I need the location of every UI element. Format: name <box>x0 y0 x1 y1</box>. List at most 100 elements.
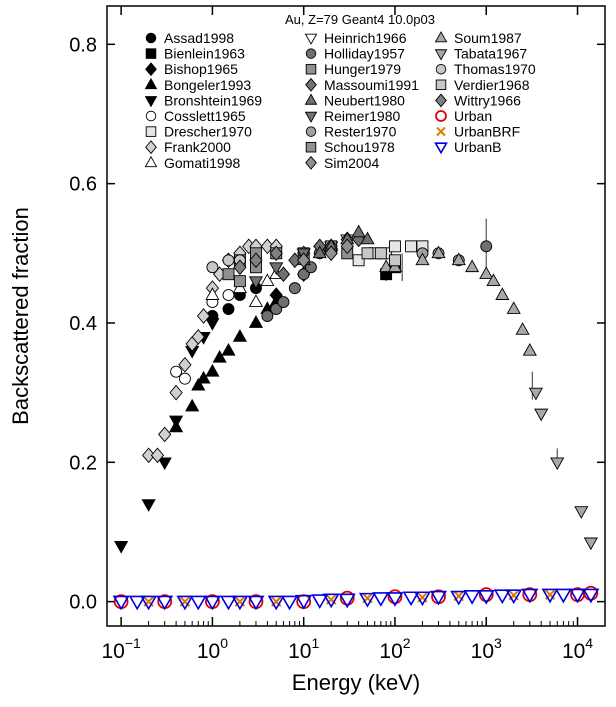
legend-label: Wittry1966 <box>454 92 521 108</box>
data-point <box>203 595 221 611</box>
x-tick-base: 10 <box>197 640 220 663</box>
data-point <box>267 595 285 611</box>
data-point <box>413 591 431 607</box>
data-point <box>191 329 205 345</box>
data-point <box>312 245 327 259</box>
x-tick-base: 10 <box>379 640 402 663</box>
data-point <box>281 595 299 611</box>
data-point <box>451 252 466 266</box>
data-point <box>269 245 283 262</box>
plot-frame <box>106 5 606 627</box>
x-tick-base: 10 <box>101 640 124 663</box>
data-point <box>233 259 247 276</box>
legend-marker <box>145 140 157 155</box>
series-urbanb <box>112 588 600 611</box>
data-point <box>479 266 494 280</box>
data-point <box>212 350 227 363</box>
data-point <box>339 590 355 606</box>
x-tick-exponent: 2 <box>403 635 411 651</box>
data-point <box>248 276 264 289</box>
series-tabata1967 <box>528 387 598 551</box>
data-point <box>232 329 247 342</box>
data-point <box>583 585 599 601</box>
data-points <box>112 224 600 611</box>
data-point <box>480 240 493 253</box>
data-point <box>247 595 265 611</box>
data-point <box>157 457 172 471</box>
data-point <box>387 589 403 605</box>
data-point <box>495 287 510 300</box>
x-tick-exponent: 3 <box>494 635 502 651</box>
data-point <box>248 315 264 328</box>
legend: Assad1998Bienlein1963Bishop1965Bongeler1… <box>144 30 536 171</box>
series-wittry1966 <box>233 245 283 276</box>
data-point <box>288 282 301 295</box>
chart-title: Au, Z=79 Geant4 10.0p03 <box>285 12 435 27</box>
data-point <box>450 590 468 606</box>
x-tick-base: 10 <box>562 640 585 663</box>
legend-label: Neubert1980 <box>324 92 405 108</box>
data-point <box>522 343 537 356</box>
data-point <box>429 590 448 606</box>
data-point <box>478 587 494 603</box>
data-point <box>277 296 290 309</box>
data-point <box>297 268 310 281</box>
x-tick-label: 10−1 <box>101 635 141 663</box>
data-point <box>541 588 559 604</box>
data-point <box>205 287 220 300</box>
x-tick-label: 100 <box>197 635 228 663</box>
data-point <box>324 245 338 262</box>
legend-label: Soum1987 <box>454 30 522 46</box>
legend-label: Gomati1998 <box>164 155 240 171</box>
legend-label: Verdier1968 <box>454 77 530 93</box>
legend-marker <box>436 126 446 137</box>
data-point <box>205 318 220 331</box>
legend-marker <box>435 79 447 91</box>
data-point <box>150 447 165 464</box>
data-point <box>114 541 129 554</box>
data-point <box>295 594 313 610</box>
legend-label: UrbanB <box>454 139 501 155</box>
x-tick-exponent: −1 <box>125 635 141 651</box>
data-point <box>402 591 420 607</box>
data-point <box>168 415 184 429</box>
legend-label: Bongeler1993 <box>164 77 251 93</box>
legend-label: Reimer1980 <box>324 108 400 124</box>
data-point <box>465 259 480 273</box>
data-point <box>351 224 366 238</box>
data-point <box>112 595 130 611</box>
data-point <box>248 294 264 307</box>
data-point <box>178 372 191 385</box>
data-point <box>582 588 600 604</box>
data-point <box>322 593 340 609</box>
legend-marker <box>145 110 157 122</box>
x-axis-label: Energy (keV) <box>292 670 420 695</box>
error-bars <box>385 218 558 470</box>
series-soum1987 <box>379 245 537 356</box>
data-point <box>528 387 544 401</box>
legend-marker <box>305 141 317 153</box>
x-axis: 10−1 100 101 102 103 104 <box>101 6 593 663</box>
data-point <box>205 363 220 377</box>
legend-marker <box>145 62 157 77</box>
data-point <box>222 303 235 315</box>
data-point <box>189 595 207 611</box>
series-sim2004 <box>297 238 354 269</box>
legend-marker <box>305 126 317 137</box>
series-cosslett1965 <box>170 289 235 385</box>
data-point <box>493 589 511 605</box>
legend-label: Bishop1965 <box>164 61 238 77</box>
data-point <box>196 308 211 324</box>
x-tick-label: 102 <box>379 635 410 663</box>
data-point <box>534 408 549 422</box>
data-point <box>231 595 249 611</box>
data-point <box>222 254 235 267</box>
legend-label: Holliday1957 <box>324 46 405 62</box>
data-point <box>221 343 236 356</box>
legend-marker <box>435 93 447 108</box>
y-tick-label: 0.0 <box>69 592 97 614</box>
data-point <box>206 261 219 274</box>
legend-marker <box>144 155 158 168</box>
data-point <box>128 595 146 611</box>
